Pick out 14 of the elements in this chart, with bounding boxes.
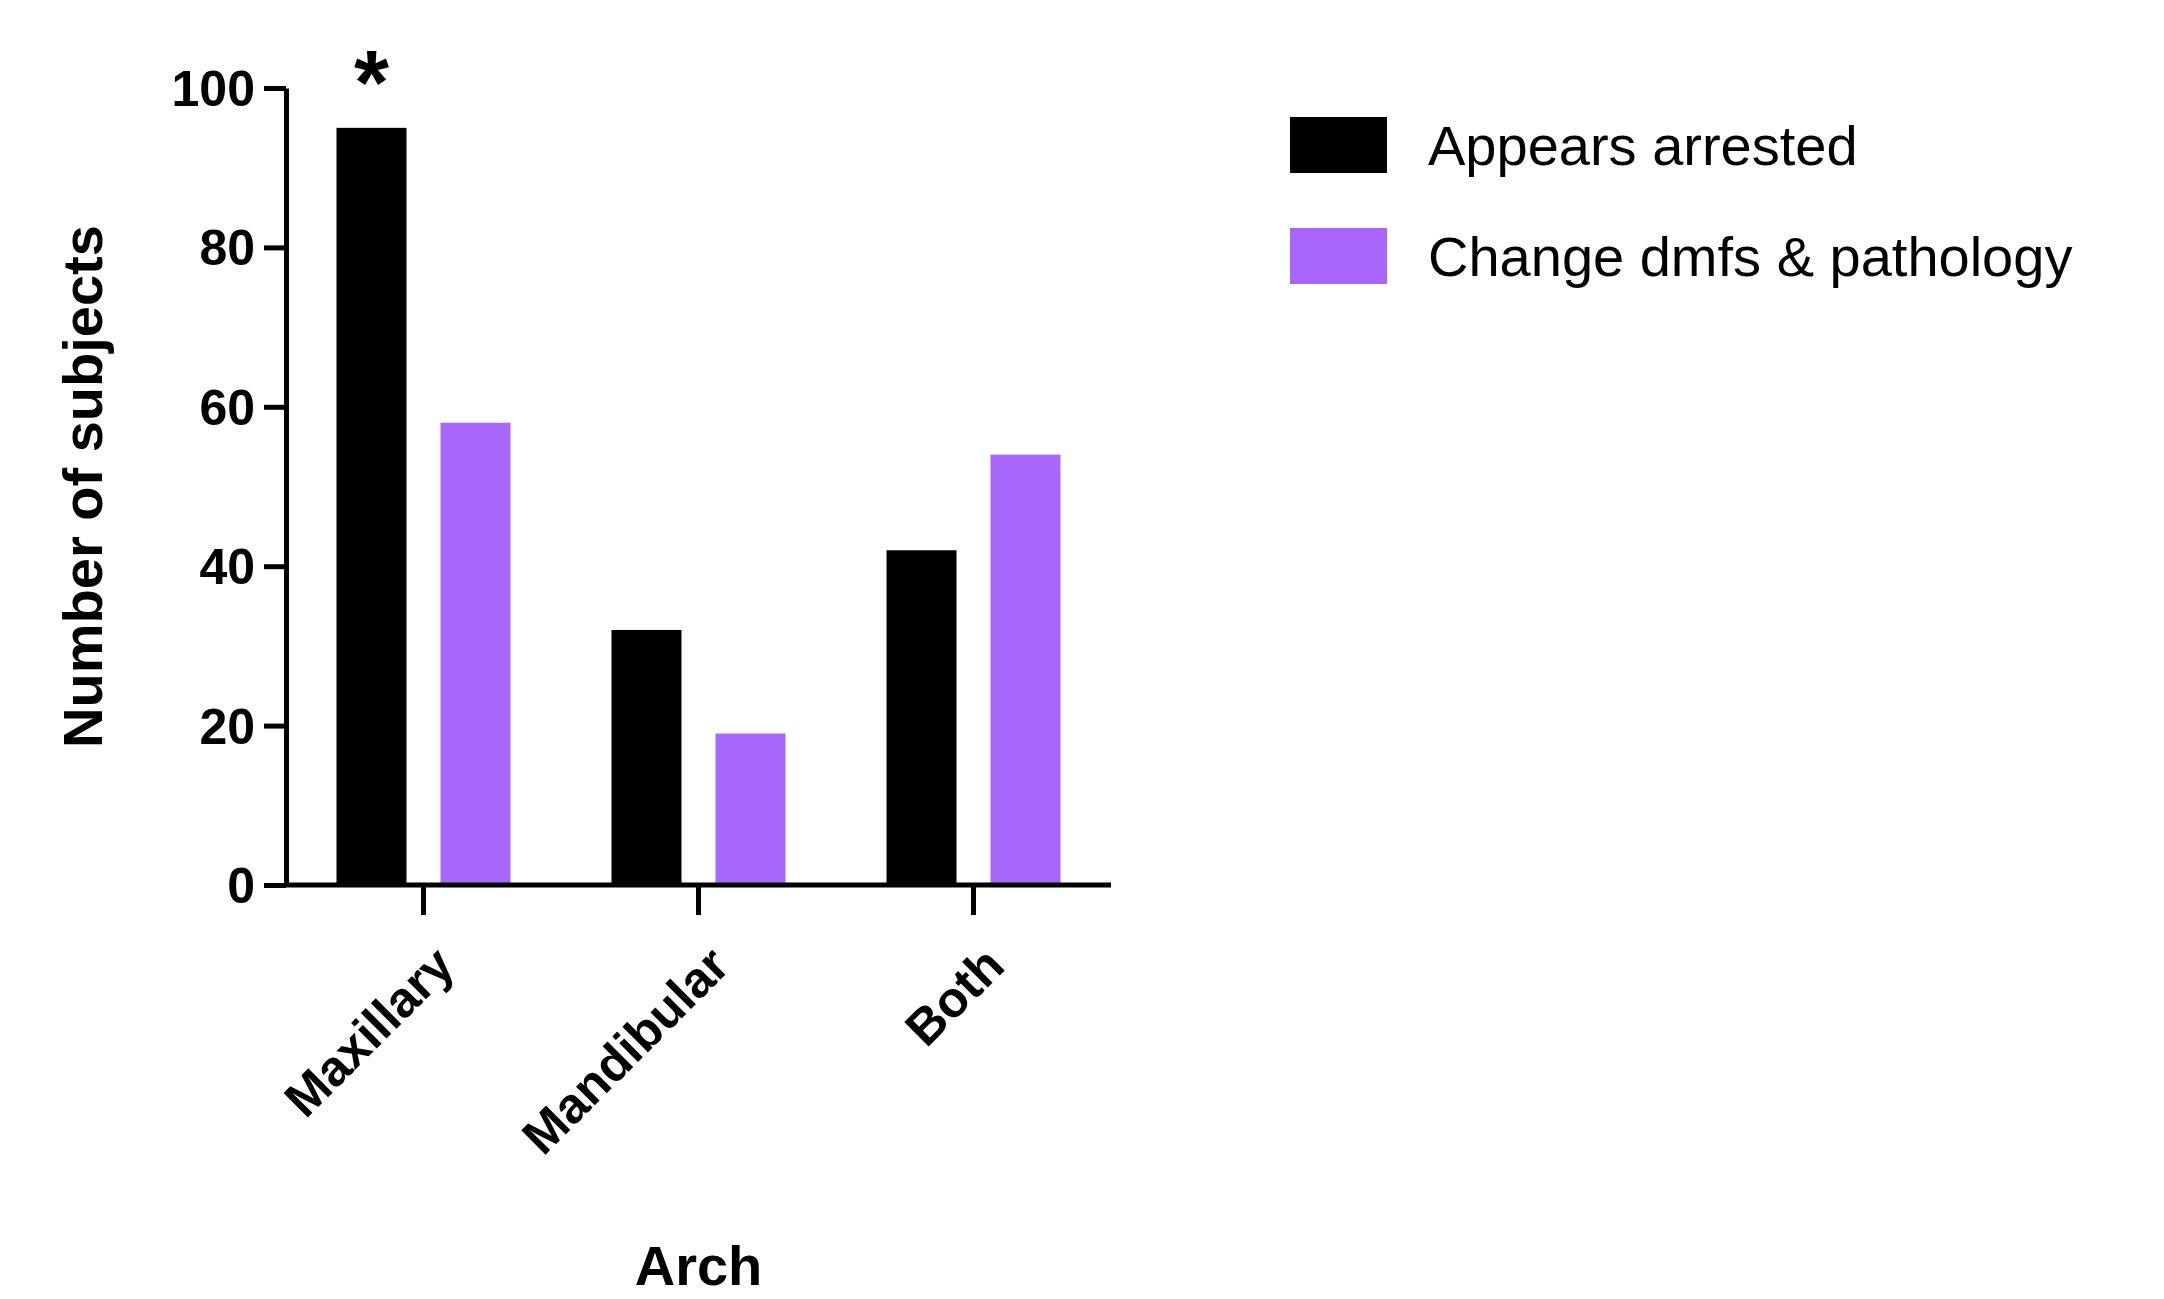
x-axis-title: Arch xyxy=(634,1234,763,1297)
y-tick-label: 100 xyxy=(171,61,255,117)
bar xyxy=(990,454,1061,885)
y-axis-title: Number of subjects xyxy=(51,225,114,748)
legend-label: Appears arrested xyxy=(1428,113,1858,177)
bar xyxy=(715,733,786,885)
annotation: * xyxy=(353,32,390,133)
y-tick-label: 80 xyxy=(199,220,255,277)
y-tick-label: 20 xyxy=(199,698,255,755)
legend-label: Change dmfs & pathology xyxy=(1428,224,2073,288)
y-tick-label: 40 xyxy=(199,539,255,596)
y-tick-label: 60 xyxy=(199,379,255,436)
bar xyxy=(440,422,511,885)
y-tick-label: 0 xyxy=(227,858,255,914)
